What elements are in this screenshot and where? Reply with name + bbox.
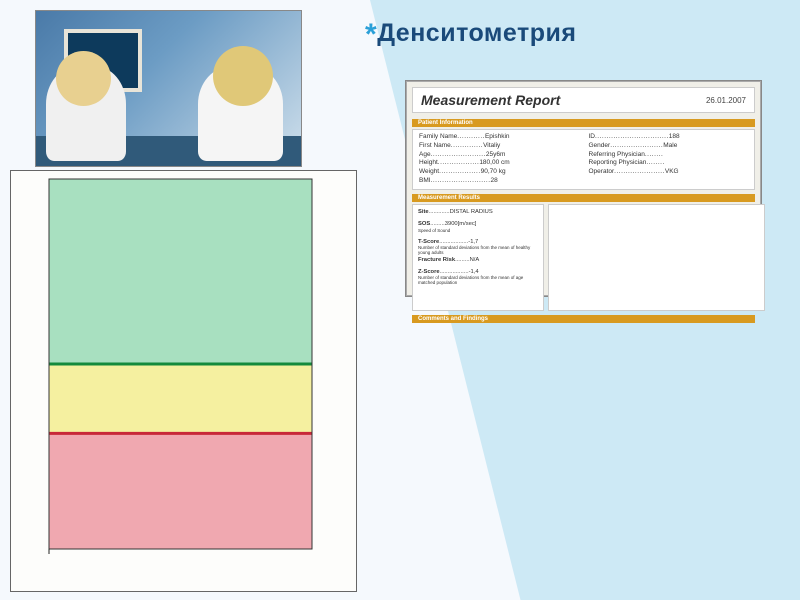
measurement-report: Measurement Report 26.01.2007 Patient In… [405,80,762,297]
results-text: Site.............DISTAL RADIUS SOS......… [412,204,544,311]
section-results: Measurement Results [412,194,755,202]
clinic-photo [35,10,302,167]
patient-info: Family Name............Epishkin First Na… [412,129,755,190]
title-asterisk-icon: * [365,18,377,51]
main-tscore-chart [10,170,357,592]
report-date: 26.01.2007 [706,96,746,105]
main-chart-svg [11,171,356,591]
results-block: Site.............DISTAL RADIUS SOS......… [412,204,755,311]
report-title: Measurement Report [421,92,560,108]
mini-chart-container [548,204,765,311]
section-patient: Patient Information [412,119,755,127]
title-text: Денситометрия [377,19,576,47]
report-header: Measurement Report 26.01.2007 [412,87,755,113]
section-comments: Comments and Findings [412,315,755,323]
slide-title: *Денситометрия [365,18,576,52]
mini-chart-svg [549,205,764,305]
